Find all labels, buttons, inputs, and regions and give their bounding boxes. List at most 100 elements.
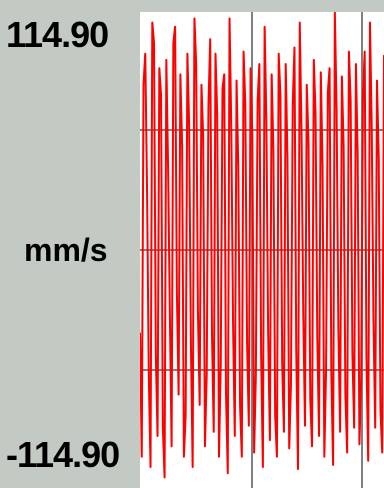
data-point xyxy=(304,425,306,427)
data-point xyxy=(193,17,196,19)
data-point xyxy=(214,52,217,54)
data-point xyxy=(202,135,204,137)
data-point xyxy=(149,466,152,469)
y-axis-panel: 114.90 mm/s -114.90 xyxy=(0,0,140,488)
data-point xyxy=(162,425,164,427)
data-point xyxy=(218,456,220,458)
data-point xyxy=(200,83,203,85)
data-point xyxy=(227,473,229,475)
data-point xyxy=(321,166,324,168)
data-point xyxy=(286,156,289,158)
data-point xyxy=(350,100,352,102)
data-point xyxy=(328,67,331,69)
data-point xyxy=(221,87,224,90)
data-point xyxy=(204,446,206,448)
data-point xyxy=(337,328,339,330)
data-point xyxy=(355,62,357,65)
data-point xyxy=(148,373,150,375)
data-point xyxy=(381,452,383,454)
y-axis-max-label: 114.90 xyxy=(6,14,109,55)
data-point xyxy=(190,342,192,344)
y-axis-unit-label: mm/s xyxy=(24,232,108,268)
data-point xyxy=(285,62,287,65)
data-point xyxy=(293,46,296,48)
data-point xyxy=(241,456,243,458)
data-point xyxy=(151,21,153,23)
data-point xyxy=(195,62,197,65)
data-point xyxy=(183,456,185,458)
data-point xyxy=(230,125,232,127)
data-point xyxy=(211,332,213,334)
data-point xyxy=(260,352,262,355)
data-point xyxy=(341,75,343,77)
data-point xyxy=(374,427,376,429)
data-point xyxy=(325,369,327,371)
waveform-chart xyxy=(140,12,384,488)
data-point xyxy=(165,58,167,61)
data-point xyxy=(264,25,266,27)
data-point xyxy=(253,452,255,454)
data-point xyxy=(207,104,210,106)
data-point xyxy=(274,415,276,417)
data-point xyxy=(378,158,380,160)
data-point xyxy=(292,104,294,106)
data-point xyxy=(327,91,329,94)
data-point xyxy=(283,431,285,433)
data-point xyxy=(155,352,157,355)
data-point xyxy=(379,410,382,413)
data-point xyxy=(267,332,269,334)
data-point xyxy=(246,342,248,344)
data-point xyxy=(346,452,348,454)
data-point xyxy=(269,439,271,442)
data-point xyxy=(348,50,350,52)
data-point xyxy=(234,435,236,438)
data-point xyxy=(307,141,310,143)
data-point xyxy=(278,52,280,54)
data-point xyxy=(242,50,245,52)
data-point xyxy=(156,435,159,438)
data-point xyxy=(213,431,215,433)
data-point xyxy=(186,52,188,54)
data-point xyxy=(271,73,273,75)
data-point xyxy=(371,125,373,127)
data-point xyxy=(158,67,160,69)
data-point xyxy=(206,373,208,375)
data-point xyxy=(281,363,283,365)
data-point xyxy=(351,352,353,355)
data-point xyxy=(295,348,297,351)
data-point xyxy=(279,94,282,96)
data-point xyxy=(306,83,308,85)
data-point xyxy=(178,394,180,396)
data-point xyxy=(257,100,259,102)
data-point xyxy=(357,154,359,156)
data-point xyxy=(169,311,171,313)
data-point xyxy=(171,446,173,448)
data-point xyxy=(300,129,303,131)
data-point xyxy=(362,96,364,98)
data-point xyxy=(276,456,278,458)
data-point xyxy=(255,373,257,375)
data-point xyxy=(376,79,378,81)
data-point xyxy=(372,319,375,322)
data-point xyxy=(181,145,183,148)
data-point xyxy=(364,50,366,52)
data-point xyxy=(367,460,369,462)
data-point xyxy=(365,357,368,359)
data-point xyxy=(318,435,320,438)
data-point xyxy=(313,58,315,61)
data-point xyxy=(153,42,155,44)
data-point xyxy=(316,336,318,338)
data-point xyxy=(262,466,264,469)
data-point xyxy=(265,120,267,123)
data-point xyxy=(299,21,301,23)
data-point xyxy=(358,444,361,446)
data-point xyxy=(297,468,299,471)
data-point xyxy=(290,384,292,386)
data-point xyxy=(141,456,143,458)
data-point xyxy=(336,108,338,110)
data-point xyxy=(174,25,176,27)
data-point xyxy=(197,311,199,313)
data-point xyxy=(172,42,174,44)
data-point xyxy=(185,415,187,417)
data-point xyxy=(216,114,218,116)
